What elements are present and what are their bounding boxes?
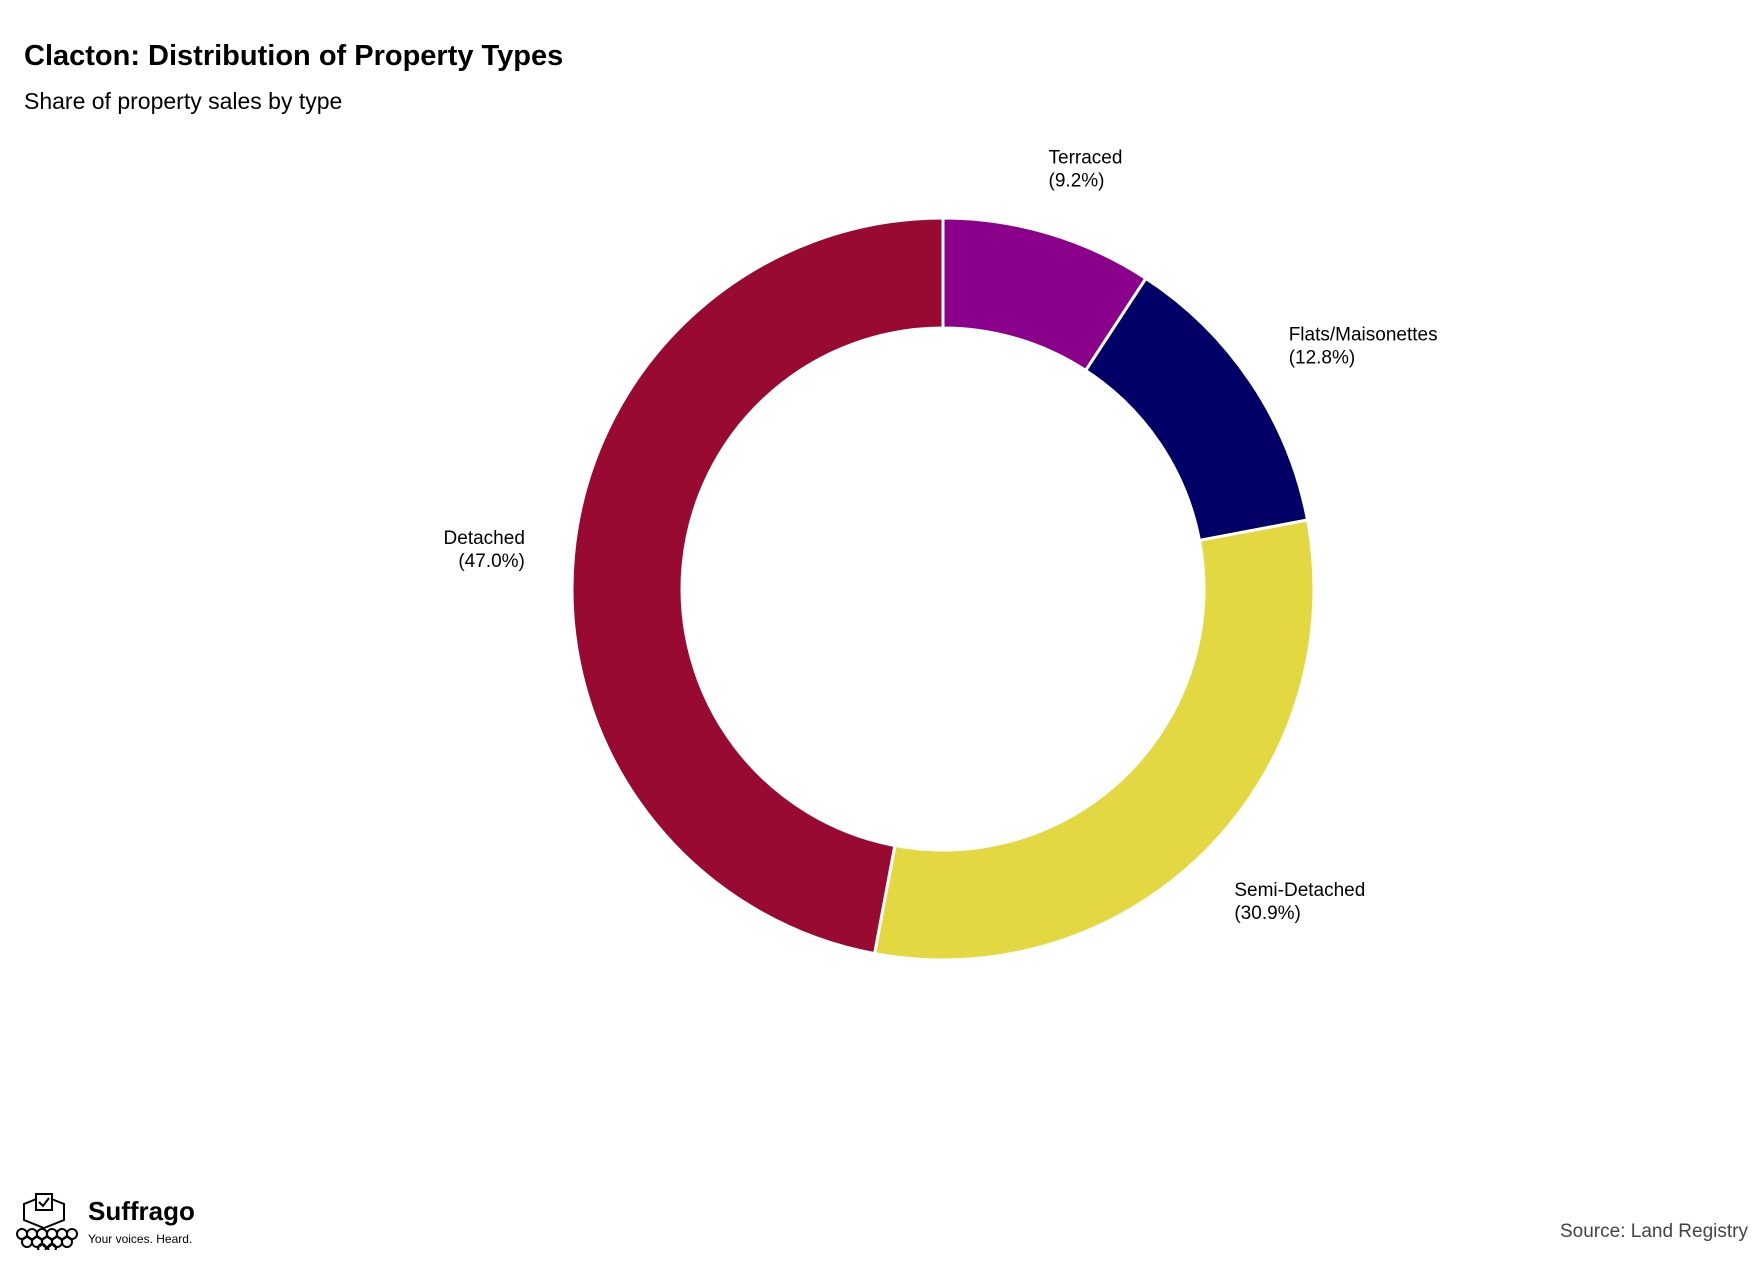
slice-flats-maisonettes — [1083, 276, 1310, 543]
slice-detached — [570, 216, 945, 956]
slice-label-semi-detached: Semi-Detached (30.9%) — [1234, 880, 1365, 924]
ballot-box-icon — [16, 1193, 78, 1250]
brand-tagline: Your voices. Heard. — [88, 1232, 193, 1246]
brand-name: Suffrago — [88, 1196, 195, 1226]
slice-label-flats-maisonettes: Flats/Maisonettes (12.8%) — [1289, 324, 1438, 368]
slice-label-detached: Detached (47.0%) — [444, 528, 525, 572]
slice-label-terraced: Terraced (9.2%) — [1049, 147, 1123, 191]
chart-subtitle: Share of property sales by type — [24, 88, 343, 114]
chart-title: Clacton: Distribution of Property Types — [24, 40, 564, 72]
source-note: Source: Land Registry — [1560, 1221, 1748, 1242]
slice-semi-detached — [872, 518, 1316, 962]
